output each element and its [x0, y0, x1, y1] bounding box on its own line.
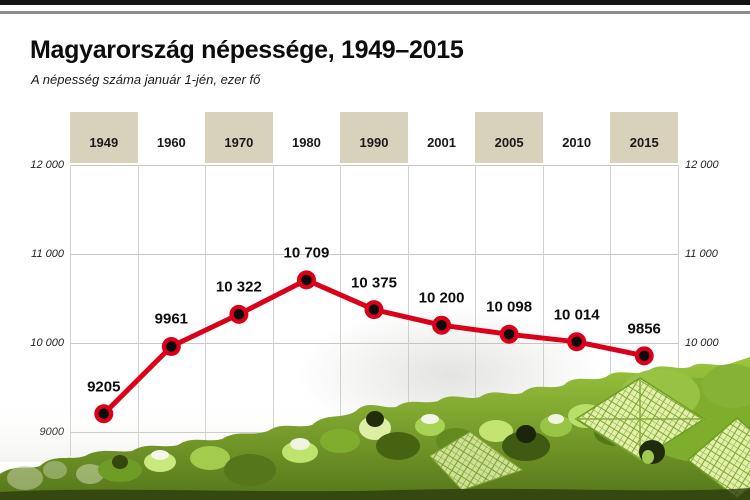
value-label-2005: 10 098 [486, 298, 533, 316]
top-gray-rule [0, 11, 750, 14]
y-tick-right-11000: 11 000 [685, 248, 718, 260]
chart-subtitle: A népesség száma január 1-jén, ezer fő [31, 72, 261, 87]
year-header-2010: 2010 [562, 135, 592, 150]
marker-dot-1960 [166, 341, 177, 352]
top-black-bar [0, 0, 750, 5]
value-label-1960: 9961 [154, 310, 189, 328]
y-tick-left-11000: 11 000 [31, 248, 64, 260]
year-header-1990: 1990 [340, 112, 408, 163]
year-header-2005: 2005 [475, 112, 543, 163]
value-label-2010: 10 014 [553, 306, 600, 324]
chart-title: Magyarország népessége, 1949–2015 [30, 36, 464, 64]
gridline-h-11000 [70, 254, 678, 255]
gridline-v-3 [272, 165, 274, 456]
marker-dot-2010 [571, 336, 582, 347]
gridline-v-2 [205, 165, 207, 456]
gridline-h-10000 [70, 343, 678, 344]
year-header-1949: 1949 [70, 112, 138, 163]
year-header-1960: 1960 [156, 135, 186, 150]
marker-dot-1990 [368, 304, 380, 315]
marker-dot-1970 [233, 309, 245, 320]
value-label-2001: 10 200 [418, 289, 465, 307]
year-header-2001: 2001 [427, 135, 456, 150]
gridline-v-0 [70, 165, 71, 456]
marker-dot-1980 [301, 274, 312, 286]
value-label-1949: 9205 [87, 378, 121, 396]
gridline-v-5 [407, 165, 409, 456]
value-label-1990: 10 375 [351, 274, 397, 292]
gridline-h-12000 [70, 165, 678, 166]
y-tick-right-10000: 10 000 [685, 337, 719, 349]
year-header-1980: 1980 [291, 135, 321, 150]
gridline-v-4 [340, 165, 342, 456]
y-tick-left-10000: 10 000 [30, 337, 64, 349]
gridline-v-8 [610, 165, 612, 456]
value-label-2015: 9856 [627, 320, 661, 338]
y-tick-right-12000: 12 000 [685, 159, 719, 171]
y-tick-left-12000: 12 000 [30, 159, 64, 171]
gridline-v-9 [678, 165, 679, 456]
value-label-1980: 10 709 [283, 244, 330, 262]
gridline-v-1 [137, 165, 139, 456]
parasol-checkered [429, 377, 750, 499]
year-header-2015: 2015 [610, 112, 678, 163]
crowd-figure-head [639, 440, 665, 464]
marker-dot-2001 [436, 320, 447, 331]
value-label-1970: 10 322 [215, 278, 262, 296]
marker-dot-1949 [98, 408, 109, 419]
gridline-v-6 [475, 165, 477, 456]
marker-dot-2005 [503, 329, 515, 340]
marker-dot-2015 [639, 350, 650, 362]
year-header-1970: 1970 [205, 112, 273, 163]
gridline-v-7 [542, 165, 544, 456]
